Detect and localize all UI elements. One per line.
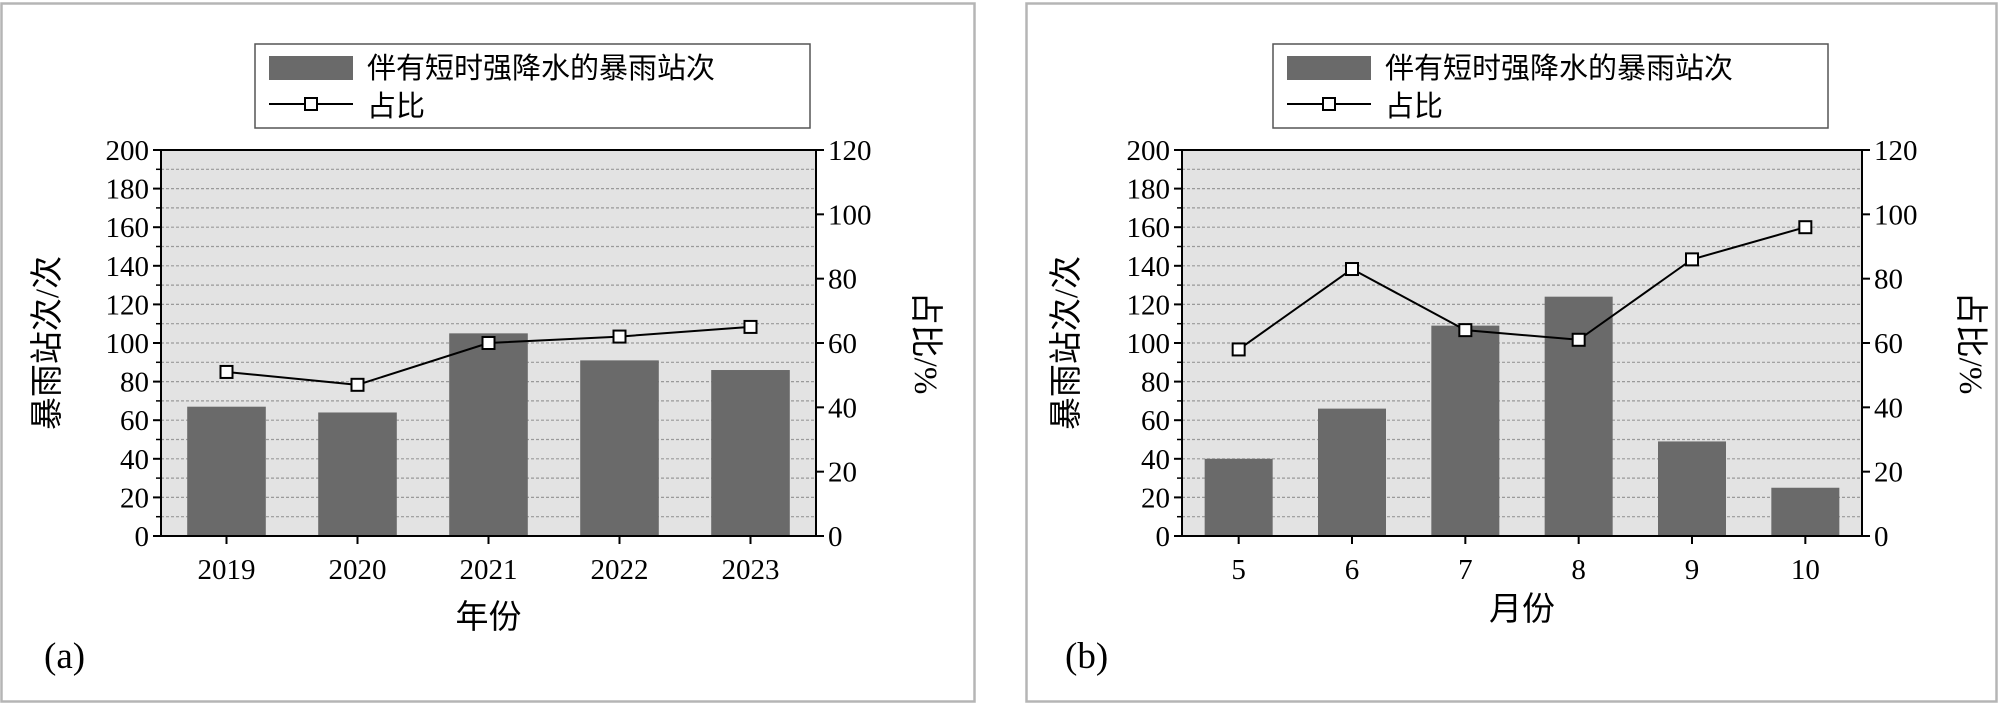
y2-tick-label: 20: [1874, 457, 1903, 489]
y-tick-label: 160: [1127, 212, 1171, 244]
y-tick-label: 60: [1141, 405, 1170, 437]
legend-line-label: 占比: [367, 90, 425, 123]
bar: [1431, 325, 1500, 536]
y-tick-label: 120: [1127, 289, 1171, 321]
y-tick-label: 80: [1141, 367, 1170, 399]
legend-marker-swatch: [1322, 97, 1336, 111]
y2-tick-label: 100: [828, 199, 872, 231]
x-axis-title: 月份: [1489, 591, 1555, 628]
panel-label: (a): [44, 636, 85, 677]
y2-tick-label: 120: [1874, 135, 1918, 167]
y2-tick-label: 40: [1874, 392, 1903, 424]
y-tick-label: 20: [1141, 482, 1170, 514]
y-tick-label: 40: [120, 444, 149, 476]
y-tick-label: 0: [1156, 521, 1171, 553]
y2-tick-label: 120: [828, 135, 872, 167]
legend-bar-swatch: [1287, 56, 1371, 80]
y-axis-title: 暴雨站次/次: [1048, 256, 1085, 430]
y-tick-label: 140: [106, 251, 150, 283]
line-marker: [1571, 332, 1586, 347]
bar: [580, 360, 659, 536]
y2-tick-label: 0: [1874, 521, 1889, 553]
legend-bar-swatch: [269, 56, 353, 80]
x-tick-label: 9: [1685, 554, 1700, 586]
line-marker: [1458, 323, 1473, 338]
panel-label: (b): [1065, 636, 1108, 677]
chart-panel-a: 0 20 40 60 80 100 120 140 160 180 200 0 20 40 60 80 100 1…: [0, 2, 976, 703]
x-tick-label: 2019: [198, 554, 256, 586]
chart-b-svg: 0 20 40 60 80 100 120 140 160 180 200 0 20 40 60 80 100 1…: [1025, 2, 1998, 703]
line-marker: [1231, 342, 1246, 357]
x-tick-label: 2020: [329, 554, 387, 586]
panel-frame: [1025, 2, 1998, 703]
y2-tick-label: 80: [1874, 264, 1903, 296]
line-marker: [1798, 220, 1813, 235]
y-tick-label: 20: [120, 482, 149, 514]
y-tick-label: 80: [120, 367, 149, 399]
series-line: [1238, 226, 1806, 351]
panel-frame: [0, 2, 976, 703]
legend-line-label: 占比: [1385, 90, 1443, 123]
line-marker: [612, 329, 627, 344]
legend-bar-label: 伴有短时强降水的暴雨站次: [1385, 52, 1733, 85]
bar: [449, 333, 528, 536]
bar: [1544, 296, 1613, 536]
y-tick-label: 180: [1127, 174, 1171, 206]
x-tick-label: 2021: [460, 554, 518, 586]
line-marker: [350, 377, 365, 392]
y2-tick-label: 100: [1874, 199, 1918, 231]
x-tick-label: 2022: [591, 554, 649, 586]
x-tick-label: 2023: [722, 554, 780, 586]
bar: [187, 406, 266, 536]
y2-axis-title: 占比/%: [907, 292, 944, 395]
legend-marker-swatch: [304, 97, 318, 111]
y2-tick-label: 40: [828, 392, 857, 424]
bar: [1658, 441, 1726, 536]
y-tick-label: 100: [1127, 328, 1171, 360]
chart-panel-b: 0 20 40 60 80 100 120 140 160 180 200 0 20 40 60 80 100 1…: [1025, 0, 2000, 706]
bar: [1204, 458, 1273, 536]
y2-tick-label: 60: [1874, 328, 1903, 360]
y2-tick-label: 80: [828, 264, 857, 296]
line-marker: [219, 364, 234, 379]
y-axis-title: 暴雨站次/次: [29, 256, 66, 430]
y-tick-label: 180: [106, 174, 150, 206]
y-tick-label: 0: [135, 521, 150, 553]
line-marker: [1685, 252, 1699, 267]
y2-axis-title: 占比/%: [1952, 292, 1989, 395]
y-tick-label: 120: [106, 289, 150, 321]
chart-a-svg: 0 20 40 60 80 100 120 140 160 180 200 0 20 40 60 80 100 1…: [0, 2, 976, 703]
line-marker: [743, 319, 758, 334]
line-marker: [1345, 262, 1359, 277]
y2-tick-label: 20: [828, 457, 857, 489]
bar: [711, 370, 790, 536]
bar: [318, 412, 397, 536]
y-tick-label: 40: [1141, 444, 1170, 476]
x-axis-title: 年份: [456, 599, 522, 636]
y-tick-label: 140: [1127, 251, 1171, 283]
y-tick-label: 160: [106, 212, 150, 244]
y2-tick-label: 60: [828, 328, 857, 360]
bar: [1318, 408, 1386, 536]
y-tick-label: 100: [106, 328, 150, 360]
legend-bar-label: 伴有短时强降水的暴雨站次: [367, 52, 715, 85]
x-tick-label: 7: [1458, 554, 1473, 586]
y-tick-label: 60: [120, 405, 149, 437]
line-marker: [481, 336, 496, 350]
y-tick-label: 200: [106, 135, 150, 167]
x-tick-label: 6: [1345, 554, 1360, 586]
bar: [1771, 487, 1840, 536]
y2-tick-label: 0: [828, 521, 843, 553]
y-tick-label: 200: [1127, 135, 1171, 167]
x-tick-label: 10: [1791, 554, 1820, 586]
x-tick-label: 8: [1571, 554, 1586, 586]
x-tick-label: 5: [1231, 554, 1246, 586]
